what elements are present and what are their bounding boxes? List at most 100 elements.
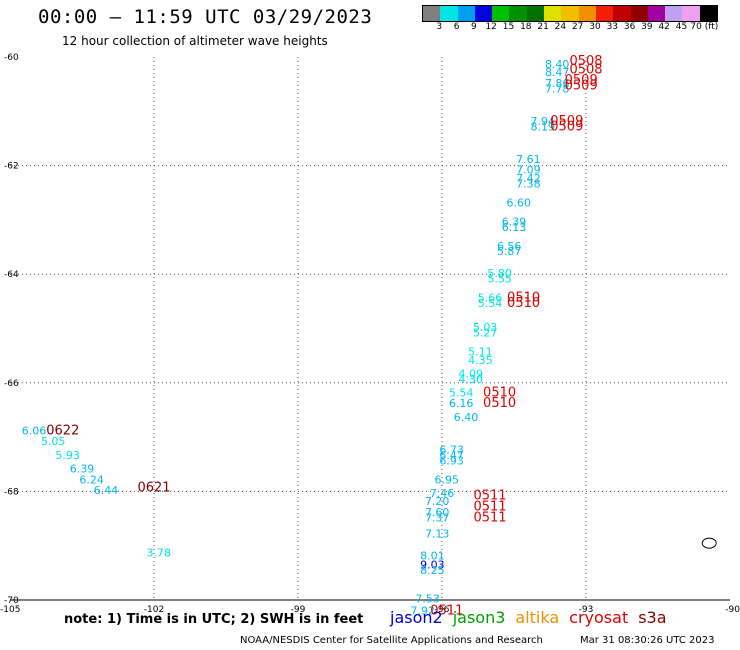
wave-height-label: 5.03 bbox=[473, 321, 498, 334]
lat-tick-label: -64 bbox=[4, 270, 19, 280]
color-swatch bbox=[509, 6, 527, 21]
wave-height-label: 5.54 bbox=[478, 297, 503, 310]
wave-height-label: 6.73 bbox=[439, 443, 464, 456]
wave-height-label: 7.38 bbox=[516, 177, 541, 190]
mission-s3a: s3a bbox=[638, 608, 667, 627]
mission-jason2: jason2 bbox=[390, 608, 443, 627]
wave-height-label: 6.06 bbox=[22, 424, 47, 437]
wave-height-label: 9.03 bbox=[420, 559, 445, 572]
wave-height-label: 6.60 bbox=[507, 196, 532, 209]
page-title: 00:00 — 11:59 UTC 03/29/2023 bbox=[38, 6, 373, 28]
wave-height-label: 7.92 bbox=[411, 605, 436, 618]
wave-height-label: 4.09 bbox=[459, 367, 484, 380]
color-scale-label: 42 bbox=[658, 22, 670, 32]
wave-height-label: 4.35 bbox=[468, 354, 493, 367]
coastline-island bbox=[701, 537, 717, 549]
wave-height-label: 7.13 bbox=[425, 528, 450, 541]
color-scale-label: 70 (ft) bbox=[690, 22, 719, 32]
time-label: 0510 bbox=[507, 296, 540, 311]
time-label: 0511 bbox=[430, 604, 463, 619]
wave-height-label: 5.11 bbox=[468, 346, 493, 359]
color-swatch bbox=[595, 6, 614, 21]
lon-tick-label: -99 bbox=[291, 605, 306, 615]
color-scale-label: 6 bbox=[453, 22, 460, 32]
wave-height-label: 6.16 bbox=[449, 397, 474, 410]
time-label: 0508 bbox=[569, 62, 602, 77]
color-swatch bbox=[647, 6, 666, 21]
wave-height-label: 5.80 bbox=[487, 267, 512, 280]
color-scale-label: 15 bbox=[502, 22, 515, 32]
color-swatch bbox=[474, 6, 493, 21]
wave-height-label: 6.40 bbox=[454, 411, 479, 424]
page-subtitle: 12 hour collection of altimeter wave hei… bbox=[62, 34, 328, 48]
wave-height-label: 8.47 bbox=[545, 66, 570, 79]
wave-height-label: 7.20 bbox=[425, 495, 450, 508]
lat-tick-label: -68 bbox=[4, 487, 19, 497]
wave-height-label: 6.56 bbox=[497, 240, 522, 253]
color-scale-label: 18 bbox=[520, 22, 532, 32]
wave-height-label: 6.93 bbox=[439, 454, 464, 467]
wave-height-label: 5.55 bbox=[487, 272, 512, 285]
color-scale-label: 30 bbox=[589, 22, 601, 32]
color-scale-label: 36 bbox=[623, 22, 636, 32]
time-label: 0511 bbox=[473, 489, 506, 504]
lat-tick-label: -60 bbox=[4, 53, 19, 63]
color-scale-label: 33 bbox=[606, 22, 619, 32]
color-scale-label: 45 bbox=[675, 22, 688, 32]
wave-height-label: 5.05 bbox=[41, 435, 66, 448]
color-scale-label: 24 bbox=[554, 22, 567, 32]
color-scale-bar bbox=[422, 5, 719, 22]
color-swatch bbox=[440, 6, 458, 21]
color-swatch bbox=[457, 6, 475, 21]
color-swatch bbox=[492, 6, 510, 21]
wave-height-label: 7.61 bbox=[516, 153, 541, 166]
color-scale-label: 3 bbox=[436, 22, 443, 32]
wave-height-label: 7.37 bbox=[425, 511, 450, 524]
wave-height-label: 5.66 bbox=[478, 291, 503, 304]
time-label: 0510 bbox=[507, 290, 540, 305]
time-label: 0509 bbox=[550, 114, 583, 129]
color-swatch bbox=[630, 6, 648, 21]
color-swatch bbox=[561, 6, 579, 21]
color-swatch bbox=[526, 6, 545, 21]
color-scale-label: 9 bbox=[471, 22, 477, 32]
time-label: 0621 bbox=[137, 480, 170, 495]
wave-height-label: 7.46 bbox=[430, 487, 455, 500]
wave-height-label: 8.40 bbox=[545, 58, 570, 71]
color-swatch bbox=[665, 6, 683, 21]
wave-height-label: 7.60 bbox=[425, 506, 450, 519]
wave-height-label: 6.44 bbox=[94, 484, 119, 497]
wave-height-label: 6.39 bbox=[502, 215, 527, 228]
color-swatch bbox=[682, 6, 700, 21]
time-label: 0509 bbox=[550, 119, 583, 134]
wave-height-label: 5.27 bbox=[473, 327, 498, 340]
color-swatch bbox=[423, 6, 441, 21]
time-label: 0511 bbox=[473, 499, 506, 514]
lon-tick-label: -102 bbox=[144, 605, 164, 615]
wave-height-label: 6.47 bbox=[439, 449, 464, 462]
color-scale-labels: 3 6 9 12 15 18 21 24 27 30 33 36 39 42 45 70 (ft) bbox=[422, 22, 740, 34]
wave-height-label: 6.95 bbox=[435, 473, 460, 486]
lat-tick-label: -62 bbox=[4, 162, 19, 172]
time-label: 0509 bbox=[565, 73, 598, 88]
time-label: 0622 bbox=[46, 423, 79, 438]
wave-height-label: 6.24 bbox=[79, 473, 104, 486]
wave-height-label: 8.19 bbox=[531, 120, 556, 133]
color-swatch bbox=[544, 6, 562, 21]
color-scale-label: 39 bbox=[641, 22, 653, 32]
wave-height-label: 7.42 bbox=[516, 172, 541, 185]
wave-height-label: 7.86 bbox=[545, 77, 570, 90]
wave-height-label: 5.93 bbox=[55, 449, 80, 462]
wave-height-label: 5.87 bbox=[497, 245, 522, 258]
credit-line: NOAA/NESDIS Center for Satellite Applica… bbox=[240, 635, 543, 646]
color-swatch bbox=[578, 6, 596, 21]
wave-height-label: 3.78 bbox=[147, 547, 172, 560]
mission-legend: jason2 jason3 altika cryosat s3a bbox=[390, 608, 667, 627]
lat-tick-label: -70 bbox=[4, 596, 19, 606]
wave-height-label: 6.13 bbox=[502, 221, 527, 234]
time-label: 0510 bbox=[483, 396, 516, 411]
wave-height-label: 8.01 bbox=[420, 549, 445, 562]
wave-height-label: 5.54 bbox=[449, 386, 474, 399]
generated-timestamp: Mar 31 08:30:26 UTC 2023 bbox=[580, 635, 715, 646]
